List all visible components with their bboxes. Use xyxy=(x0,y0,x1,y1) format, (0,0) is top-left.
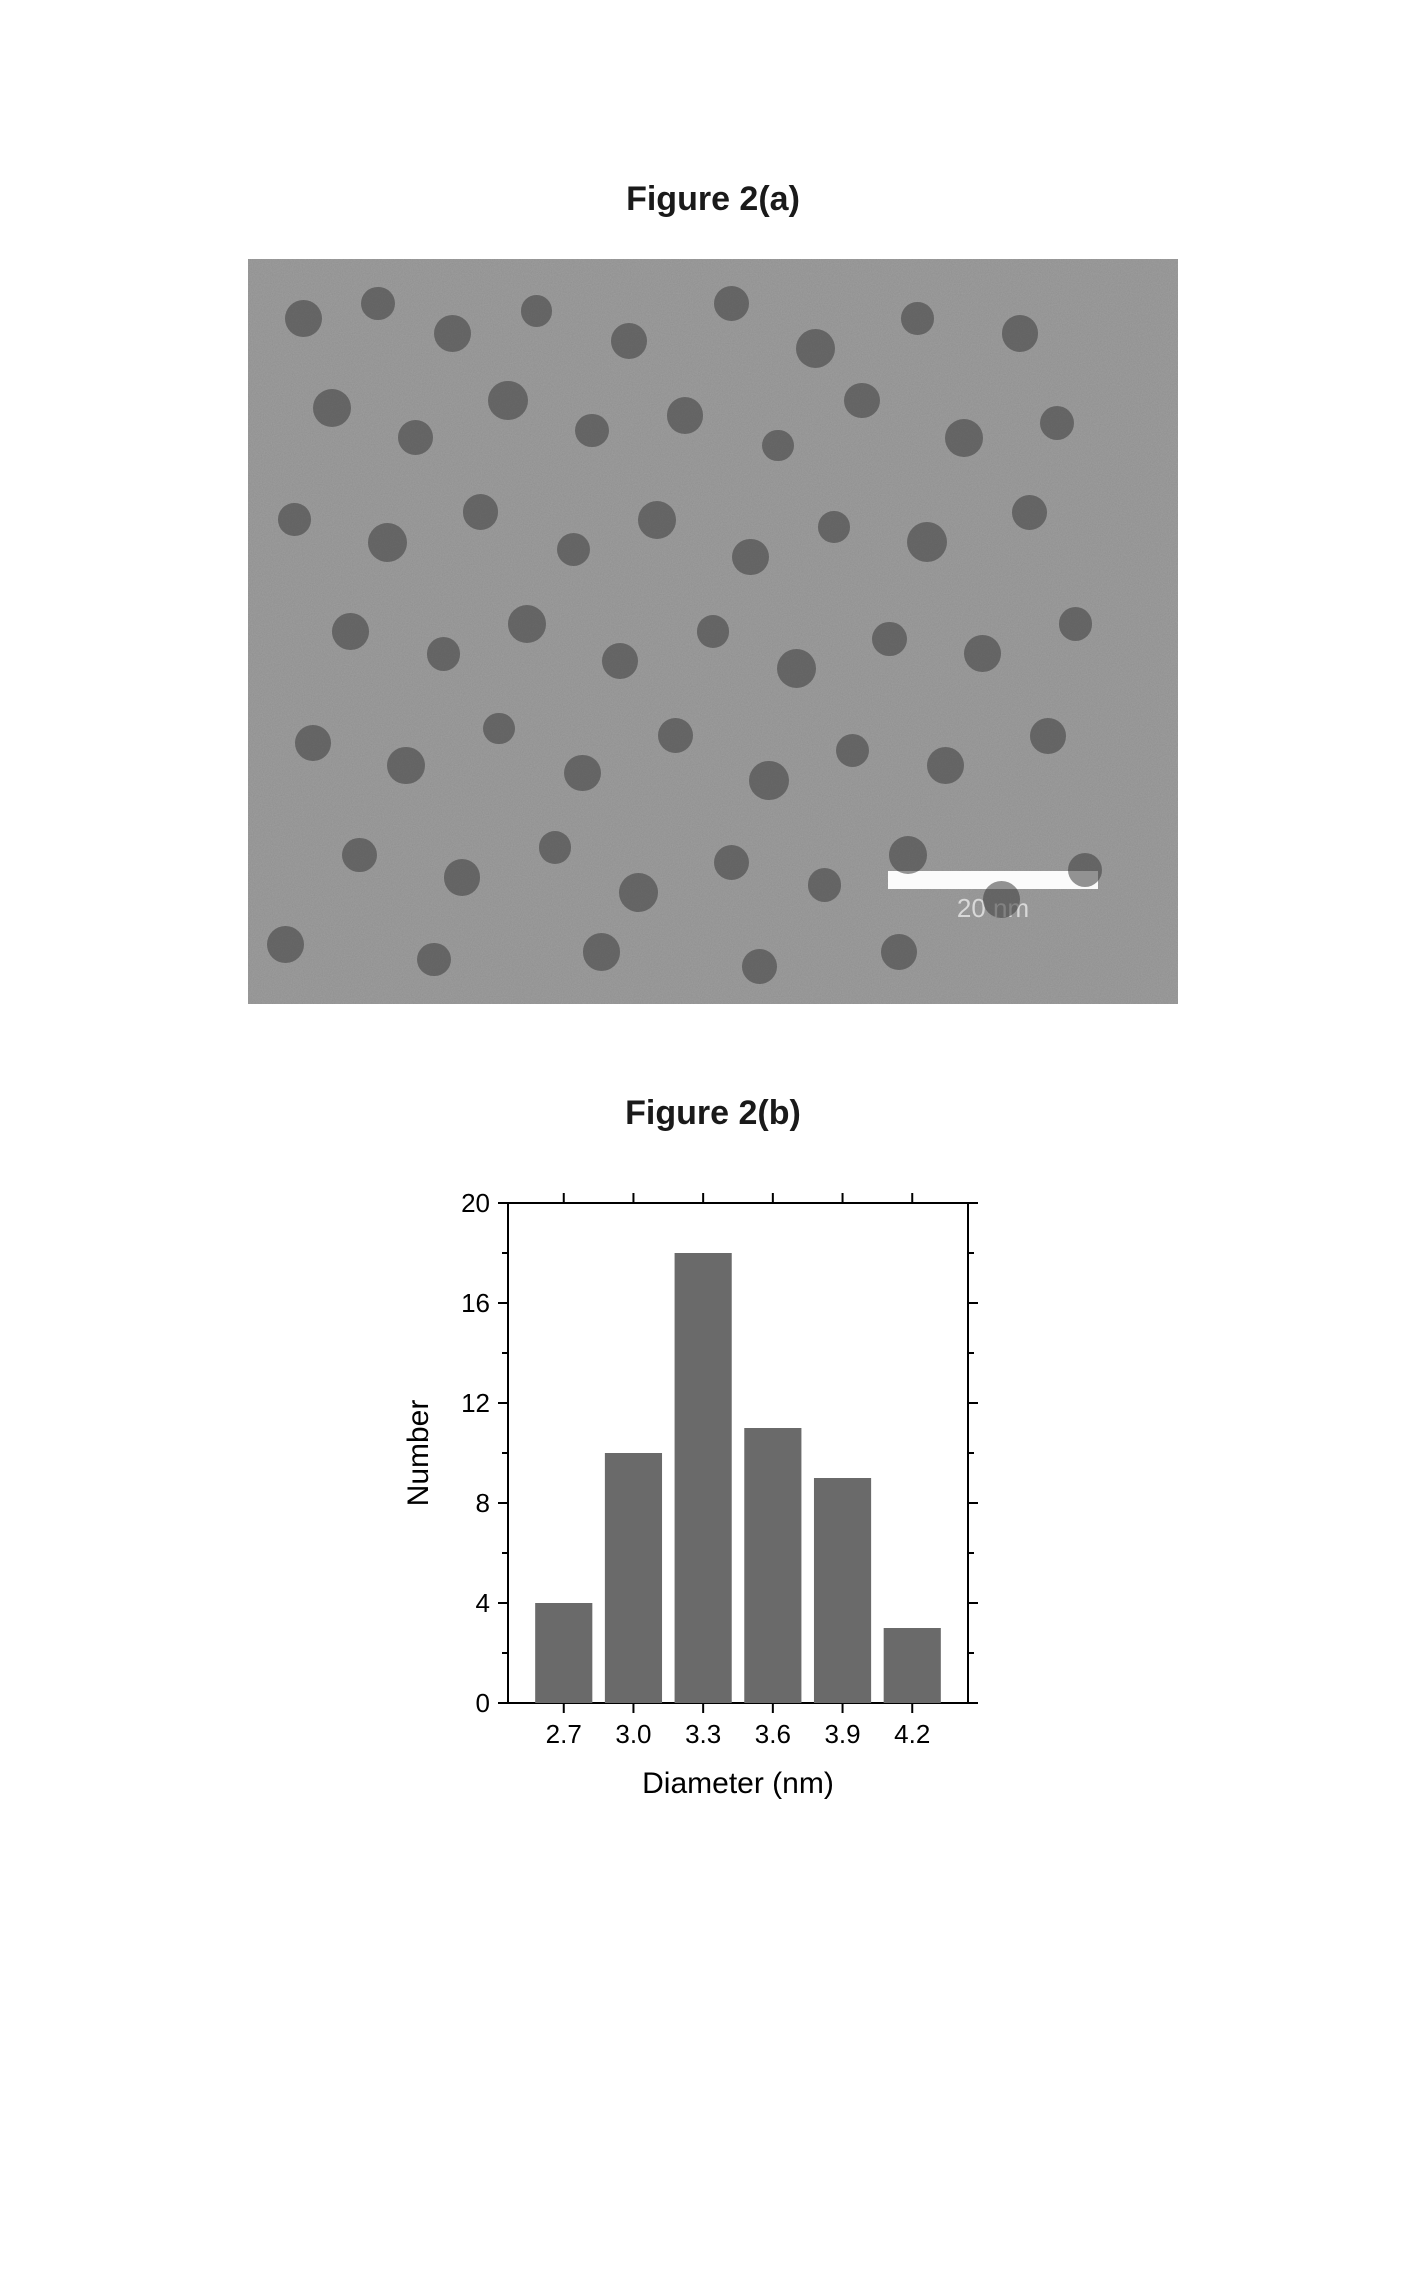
y-tick-label: 12 xyxy=(461,1388,490,1418)
nanoparticle xyxy=(901,302,934,335)
y-tick-label: 4 xyxy=(476,1588,490,1618)
x-tick-label: 3.3 xyxy=(685,1719,721,1749)
tem-micrograph: 20 nm xyxy=(248,259,1178,1004)
histogram-bar xyxy=(744,1428,801,1703)
x-axis-label: Diameter (nm) xyxy=(642,1767,834,1800)
nanoparticle xyxy=(697,615,730,648)
nanoparticle xyxy=(796,329,835,368)
nanoparticle xyxy=(575,414,609,448)
nanoparticle xyxy=(611,323,647,359)
histogram-chart: 0 4 8 12 16 20 2.7 3.0 3.3 3.6 3.9 4.2 Diameter (nm)… xyxy=(393,1183,1033,1843)
nanoparticle xyxy=(818,511,850,543)
x-tick-label: 2.7 xyxy=(546,1719,582,1749)
nanoparticle xyxy=(521,295,553,327)
histogram-bar xyxy=(605,1453,662,1703)
nanoparticle xyxy=(881,934,917,970)
nanoparticle xyxy=(313,389,351,427)
nanoparticle xyxy=(1030,718,1066,754)
figure-b-title: Figure 2(b) xyxy=(625,1094,801,1133)
x-tick-label: 3.0 xyxy=(615,1719,651,1749)
nanoparticle xyxy=(417,943,451,977)
nanoparticle xyxy=(368,523,407,562)
nanoparticle xyxy=(945,419,983,457)
nanoparticle xyxy=(714,286,749,321)
y-tick-label: 16 xyxy=(461,1288,490,1318)
y-axis-label: Number xyxy=(402,1400,435,1507)
nanoparticle xyxy=(762,430,794,462)
nanoparticle xyxy=(749,761,789,801)
nanoparticle xyxy=(844,383,880,419)
x-tick-label: 3.6 xyxy=(755,1719,791,1749)
page: Figure 2(a) 20 nm Figure 2(b) 0 4 8 12 16 20 2… xyxy=(0,0,1426,2284)
y-tick-label: 8 xyxy=(476,1488,490,1518)
nanoparticle xyxy=(267,926,304,963)
nanoparticle xyxy=(907,522,947,562)
nanoparticle xyxy=(398,420,433,455)
figure-a-title: Figure 2(a) xyxy=(626,180,800,219)
nanoparticle xyxy=(808,868,842,902)
nanoparticle xyxy=(295,725,331,761)
x-tick-label: 4.2 xyxy=(894,1719,930,1749)
histogram-bar xyxy=(884,1628,941,1703)
nanoparticle xyxy=(583,933,621,971)
nanoparticle xyxy=(658,718,693,753)
histogram-bar xyxy=(535,1603,592,1703)
nanoparticle xyxy=(387,747,425,785)
nanoparticle xyxy=(285,300,322,337)
nanoparticle xyxy=(1012,495,1047,530)
nanoparticle xyxy=(777,649,816,688)
nanoparticle xyxy=(619,873,658,912)
x-tick-label: 3.9 xyxy=(824,1719,860,1749)
nanoparticle xyxy=(483,713,515,745)
nanoparticle xyxy=(342,838,377,873)
histogram-container: 0 4 8 12 16 20 2.7 3.0 3.3 3.6 3.9 4.2 Diameter (nm)… xyxy=(393,1183,1033,1843)
nanoparticle xyxy=(602,643,638,679)
nanoparticle xyxy=(872,622,907,657)
nanoparticle xyxy=(983,881,1020,918)
nanoparticle xyxy=(638,501,676,539)
nanoparticle xyxy=(1002,315,1039,352)
nanoparticle xyxy=(1059,607,1093,641)
tem-micrograph-container: 20 nm xyxy=(248,259,1178,1004)
nanoparticle xyxy=(332,613,369,650)
y-tick-label: 0 xyxy=(476,1688,490,1718)
nanoparticle xyxy=(742,949,777,984)
nanoparticle xyxy=(508,605,546,643)
y-tick-label: 20 xyxy=(461,1188,490,1218)
histogram-bar xyxy=(675,1253,732,1703)
histogram-bar xyxy=(814,1478,871,1703)
nanoparticle xyxy=(278,503,311,536)
nanoparticle xyxy=(463,494,499,530)
nanoparticle xyxy=(539,831,572,864)
nanoparticle xyxy=(732,539,769,576)
nanoparticle xyxy=(427,637,461,671)
nanoparticle xyxy=(889,836,927,874)
nanoparticle xyxy=(444,859,481,896)
nanoparticle xyxy=(667,397,704,434)
